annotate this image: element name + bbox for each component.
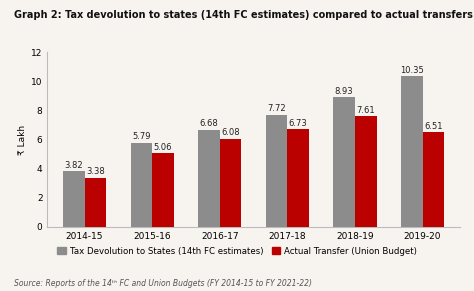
Text: 7.72: 7.72 — [267, 104, 286, 113]
Text: 7.61: 7.61 — [356, 106, 375, 115]
Bar — [84, 178, 106, 227]
Bar — [423, 132, 444, 227]
Text: 6.73: 6.73 — [289, 119, 308, 128]
Bar — [130, 143, 152, 227]
Bar — [333, 97, 355, 227]
Y-axis label: ₹ Lakh: ₹ Lakh — [18, 125, 27, 155]
Text: 6.51: 6.51 — [424, 122, 443, 131]
Bar — [287, 129, 309, 227]
Bar — [220, 139, 241, 227]
Text: 5.06: 5.06 — [154, 143, 172, 152]
Bar — [198, 130, 220, 227]
Text: 5.79: 5.79 — [132, 132, 151, 141]
Text: 3.38: 3.38 — [86, 167, 105, 176]
Text: 8.93: 8.93 — [335, 87, 354, 96]
Text: 10.35: 10.35 — [400, 66, 424, 75]
Text: 6.08: 6.08 — [221, 128, 240, 137]
Legend: Tax Devolution to States (14th FC estimates), Actual Transfer (Union Budget): Tax Devolution to States (14th FC estima… — [54, 243, 420, 259]
Bar — [152, 153, 174, 227]
Bar — [266, 115, 287, 227]
Text: Graph 2: Tax devolution to states (14th FC estimates) compared to actual transfe: Graph 2: Tax devolution to states (14th … — [14, 10, 474, 20]
Bar — [401, 77, 423, 227]
Text: Source: Reports of the 14ᵗʰ FC and Union Budgets (FY 2014-15 to FY 2021-22): Source: Reports of the 14ᵗʰ FC and Union… — [14, 279, 312, 288]
Bar — [63, 171, 84, 227]
Text: 6.68: 6.68 — [200, 119, 219, 128]
Text: 3.82: 3.82 — [64, 161, 83, 170]
Bar — [355, 116, 377, 227]
